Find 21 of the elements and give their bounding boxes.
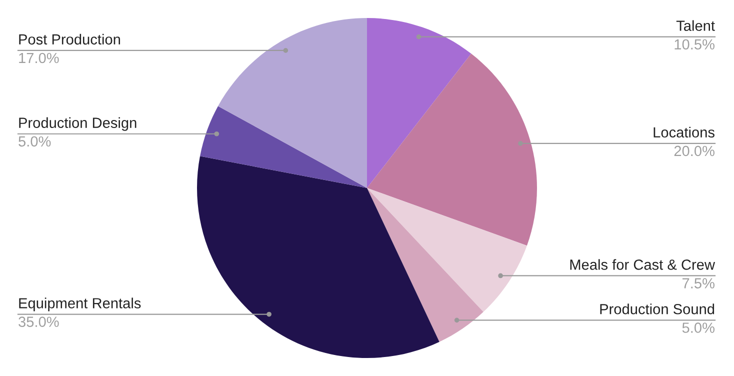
slice-label: Post Production [19,34,120,45]
slice-label: Talent [676,20,715,31]
slice-label: Production Design [19,117,136,131]
pie-slice [367,188,527,312]
pie-slice [200,106,367,188]
data-label: 20.0% [674,146,714,156]
data-label: 10.5% [674,39,714,50]
slice-label: Production Sound [600,304,714,314]
slice-label: Meals for Cast & Crew [570,259,716,270]
pie-slice [367,188,484,342]
data-label: 35.0% [18,316,59,327]
slice-label: Locations [654,126,714,138]
pie-slice [197,156,440,358]
data-label: 7.5% [682,278,714,288]
data-label: 17.0% [19,52,59,64]
pie-slice [367,18,472,188]
pie-slice [367,54,537,246]
slice-label: Equipment Rentals [19,298,141,312]
data-label: 5.0% [682,322,714,333]
pie-slice [218,18,367,188]
data-label: 5.0% [18,136,51,147]
